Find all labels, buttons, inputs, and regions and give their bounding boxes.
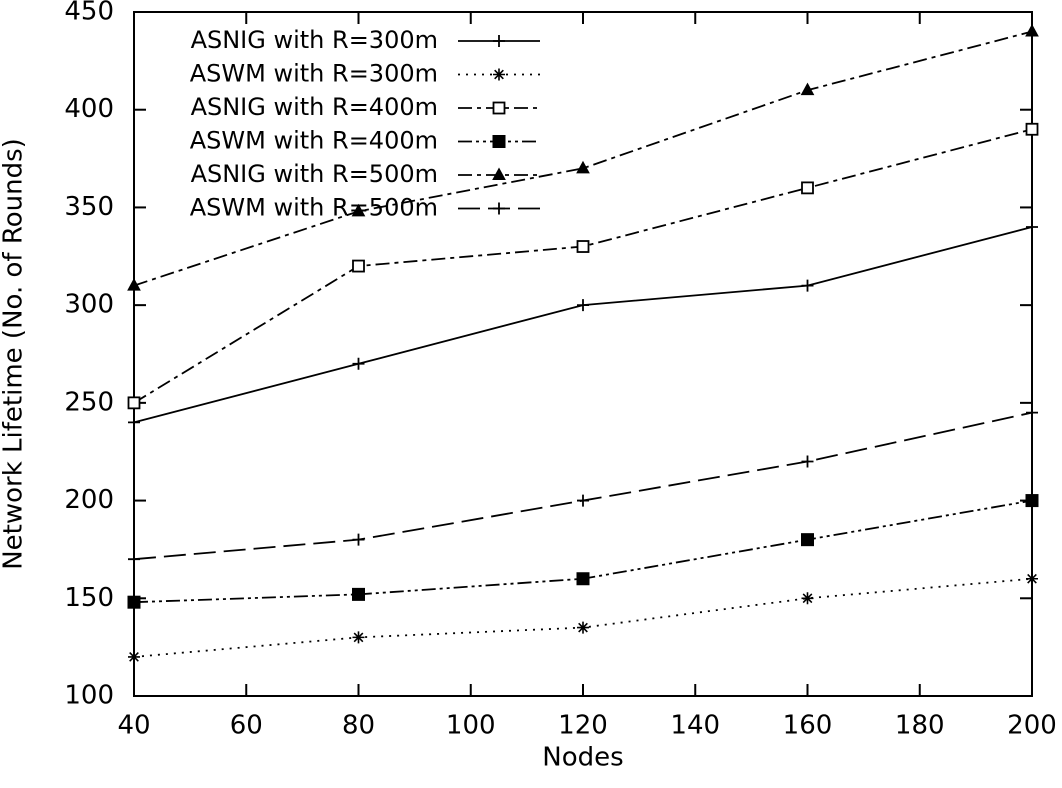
legend-label: ASWM with R=400m bbox=[190, 127, 438, 155]
legend-marker bbox=[493, 68, 505, 81]
data-point bbox=[352, 631, 365, 644]
legend-marker bbox=[493, 202, 505, 215]
data-point bbox=[351, 203, 366, 217]
x-tick-label: 160 bbox=[783, 711, 833, 741]
series-line bbox=[133, 499, 1033, 604]
data-point bbox=[1026, 220, 1038, 233]
series-line bbox=[133, 411, 1033, 561]
series-1 bbox=[128, 220, 1038, 429]
data-point bbox=[577, 621, 589, 634]
y-tick-label: 450 bbox=[64, 0, 114, 27]
y-tick-label: 100 bbox=[64, 681, 114, 711]
legend-label: ASNIG with R=300m bbox=[191, 26, 438, 54]
data-point bbox=[801, 592, 814, 605]
y-tick-label: 200 bbox=[64, 485, 114, 515]
data-point bbox=[800, 82, 815, 96]
data-point bbox=[801, 455, 814, 468]
x-tick-label: 120 bbox=[558, 711, 608, 741]
data-point bbox=[1026, 406, 1038, 419]
data-point bbox=[576, 572, 590, 586]
y-tick-label: 150 bbox=[64, 583, 114, 613]
series-5 bbox=[127, 23, 1039, 291]
legend-label: ASNIG with R=400m bbox=[191, 93, 438, 121]
legend-label: ASWM with R=500m bbox=[190, 194, 438, 222]
data-point bbox=[1026, 572, 1038, 585]
data-point bbox=[127, 396, 141, 410]
x-tick-label: 140 bbox=[670, 711, 720, 741]
series-3 bbox=[127, 122, 1039, 410]
data-point bbox=[801, 533, 814, 547]
data-point bbox=[127, 278, 141, 291]
legend: ASNIG with R=300m ASWM with R=300m ASNIG w… bbox=[190, 26, 540, 222]
data-point bbox=[801, 181, 814, 195]
series-2 bbox=[128, 572, 1038, 663]
data-point bbox=[577, 494, 589, 507]
x-tick-label: 100 bbox=[446, 711, 496, 741]
data-point bbox=[352, 259, 365, 273]
data-point bbox=[128, 553, 140, 566]
legend-marker bbox=[492, 101, 506, 115]
data-point bbox=[128, 416, 140, 429]
axis-ticks: 40 60 80 100 120 140 160 180 200 100 150 200 250 300 3… bbox=[64, 0, 1056, 741]
legend-marker bbox=[492, 167, 506, 180]
data-point bbox=[1025, 122, 1039, 136]
data-point bbox=[576, 160, 590, 174]
x-tick-label: 200 bbox=[1007, 711, 1057, 741]
x-tick-label: 60 bbox=[230, 711, 263, 741]
data-point bbox=[352, 587, 365, 601]
y-tick-label: 350 bbox=[64, 192, 114, 222]
series-line bbox=[133, 577, 1033, 658]
y-tick-label: 400 bbox=[64, 94, 114, 124]
data-point bbox=[801, 279, 814, 292]
series-line bbox=[133, 226, 1033, 424]
data-point bbox=[1025, 23, 1039, 37]
x-tick-label: 180 bbox=[895, 711, 945, 741]
data-point bbox=[576, 240, 590, 253]
y-tick-label: 300 bbox=[64, 290, 114, 320]
x-tick-label: 80 bbox=[342, 711, 375, 741]
data-point bbox=[352, 357, 365, 370]
legend-label: ASNIG with R=500m bbox=[191, 160, 438, 188]
series-6 bbox=[128, 406, 1038, 566]
x-tick-label: 40 bbox=[117, 711, 150, 741]
data-point bbox=[1025, 494, 1039, 508]
data-point bbox=[128, 650, 140, 663]
series-4 bbox=[127, 494, 1039, 609]
legend-marker bbox=[493, 35, 505, 47]
data-point bbox=[577, 299, 589, 312]
y-axis-label: Network Lifetime (No. of Rounds) bbox=[0, 138, 29, 570]
legend-marker bbox=[492, 135, 506, 148]
x-axis-label: Nodes bbox=[542, 743, 623, 773]
data-point bbox=[352, 533, 365, 546]
y-tick-label: 250 bbox=[64, 387, 114, 417]
data-point bbox=[127, 595, 141, 609]
data-series bbox=[127, 23, 1039, 663]
legend-label: ASWM with R=300m bbox=[190, 60, 438, 88]
